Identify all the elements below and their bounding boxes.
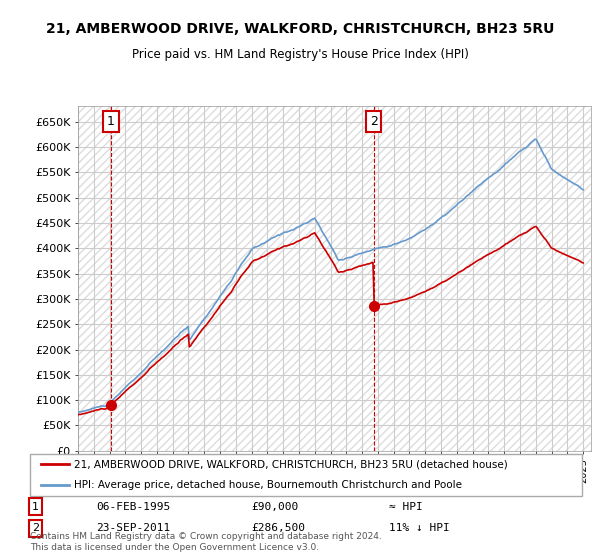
Text: 06-FEB-1995: 06-FEB-1995 bbox=[96, 502, 170, 512]
Text: 21, AMBERWOOD DRIVE, WALKFORD, CHRISTCHURCH, BH23 5RU: 21, AMBERWOOD DRIVE, WALKFORD, CHRISTCHU… bbox=[46, 22, 554, 36]
Text: 11% ↓ HPI: 11% ↓ HPI bbox=[389, 524, 449, 533]
Text: Price paid vs. HM Land Registry's House Price Index (HPI): Price paid vs. HM Land Registry's House … bbox=[131, 48, 469, 60]
Text: ≈ HPI: ≈ HPI bbox=[389, 502, 422, 512]
Text: 1: 1 bbox=[32, 502, 39, 512]
Text: £286,500: £286,500 bbox=[251, 524, 305, 533]
Text: 2: 2 bbox=[370, 115, 377, 128]
Text: Contains HM Land Registry data © Crown copyright and database right 2024.
This d: Contains HM Land Registry data © Crown c… bbox=[30, 532, 382, 552]
Text: HPI: Average price, detached house, Bournemouth Christchurch and Poole: HPI: Average price, detached house, Bour… bbox=[74, 480, 462, 490]
Text: 23-SEP-2011: 23-SEP-2011 bbox=[96, 524, 170, 533]
Text: 2: 2 bbox=[32, 524, 39, 533]
Text: 1: 1 bbox=[107, 115, 115, 128]
Text: 21, AMBERWOOD DRIVE, WALKFORD, CHRISTCHURCH, BH23 5RU (detached house): 21, AMBERWOOD DRIVE, WALKFORD, CHRISTCHU… bbox=[74, 459, 508, 469]
Text: £90,000: £90,000 bbox=[251, 502, 298, 512]
